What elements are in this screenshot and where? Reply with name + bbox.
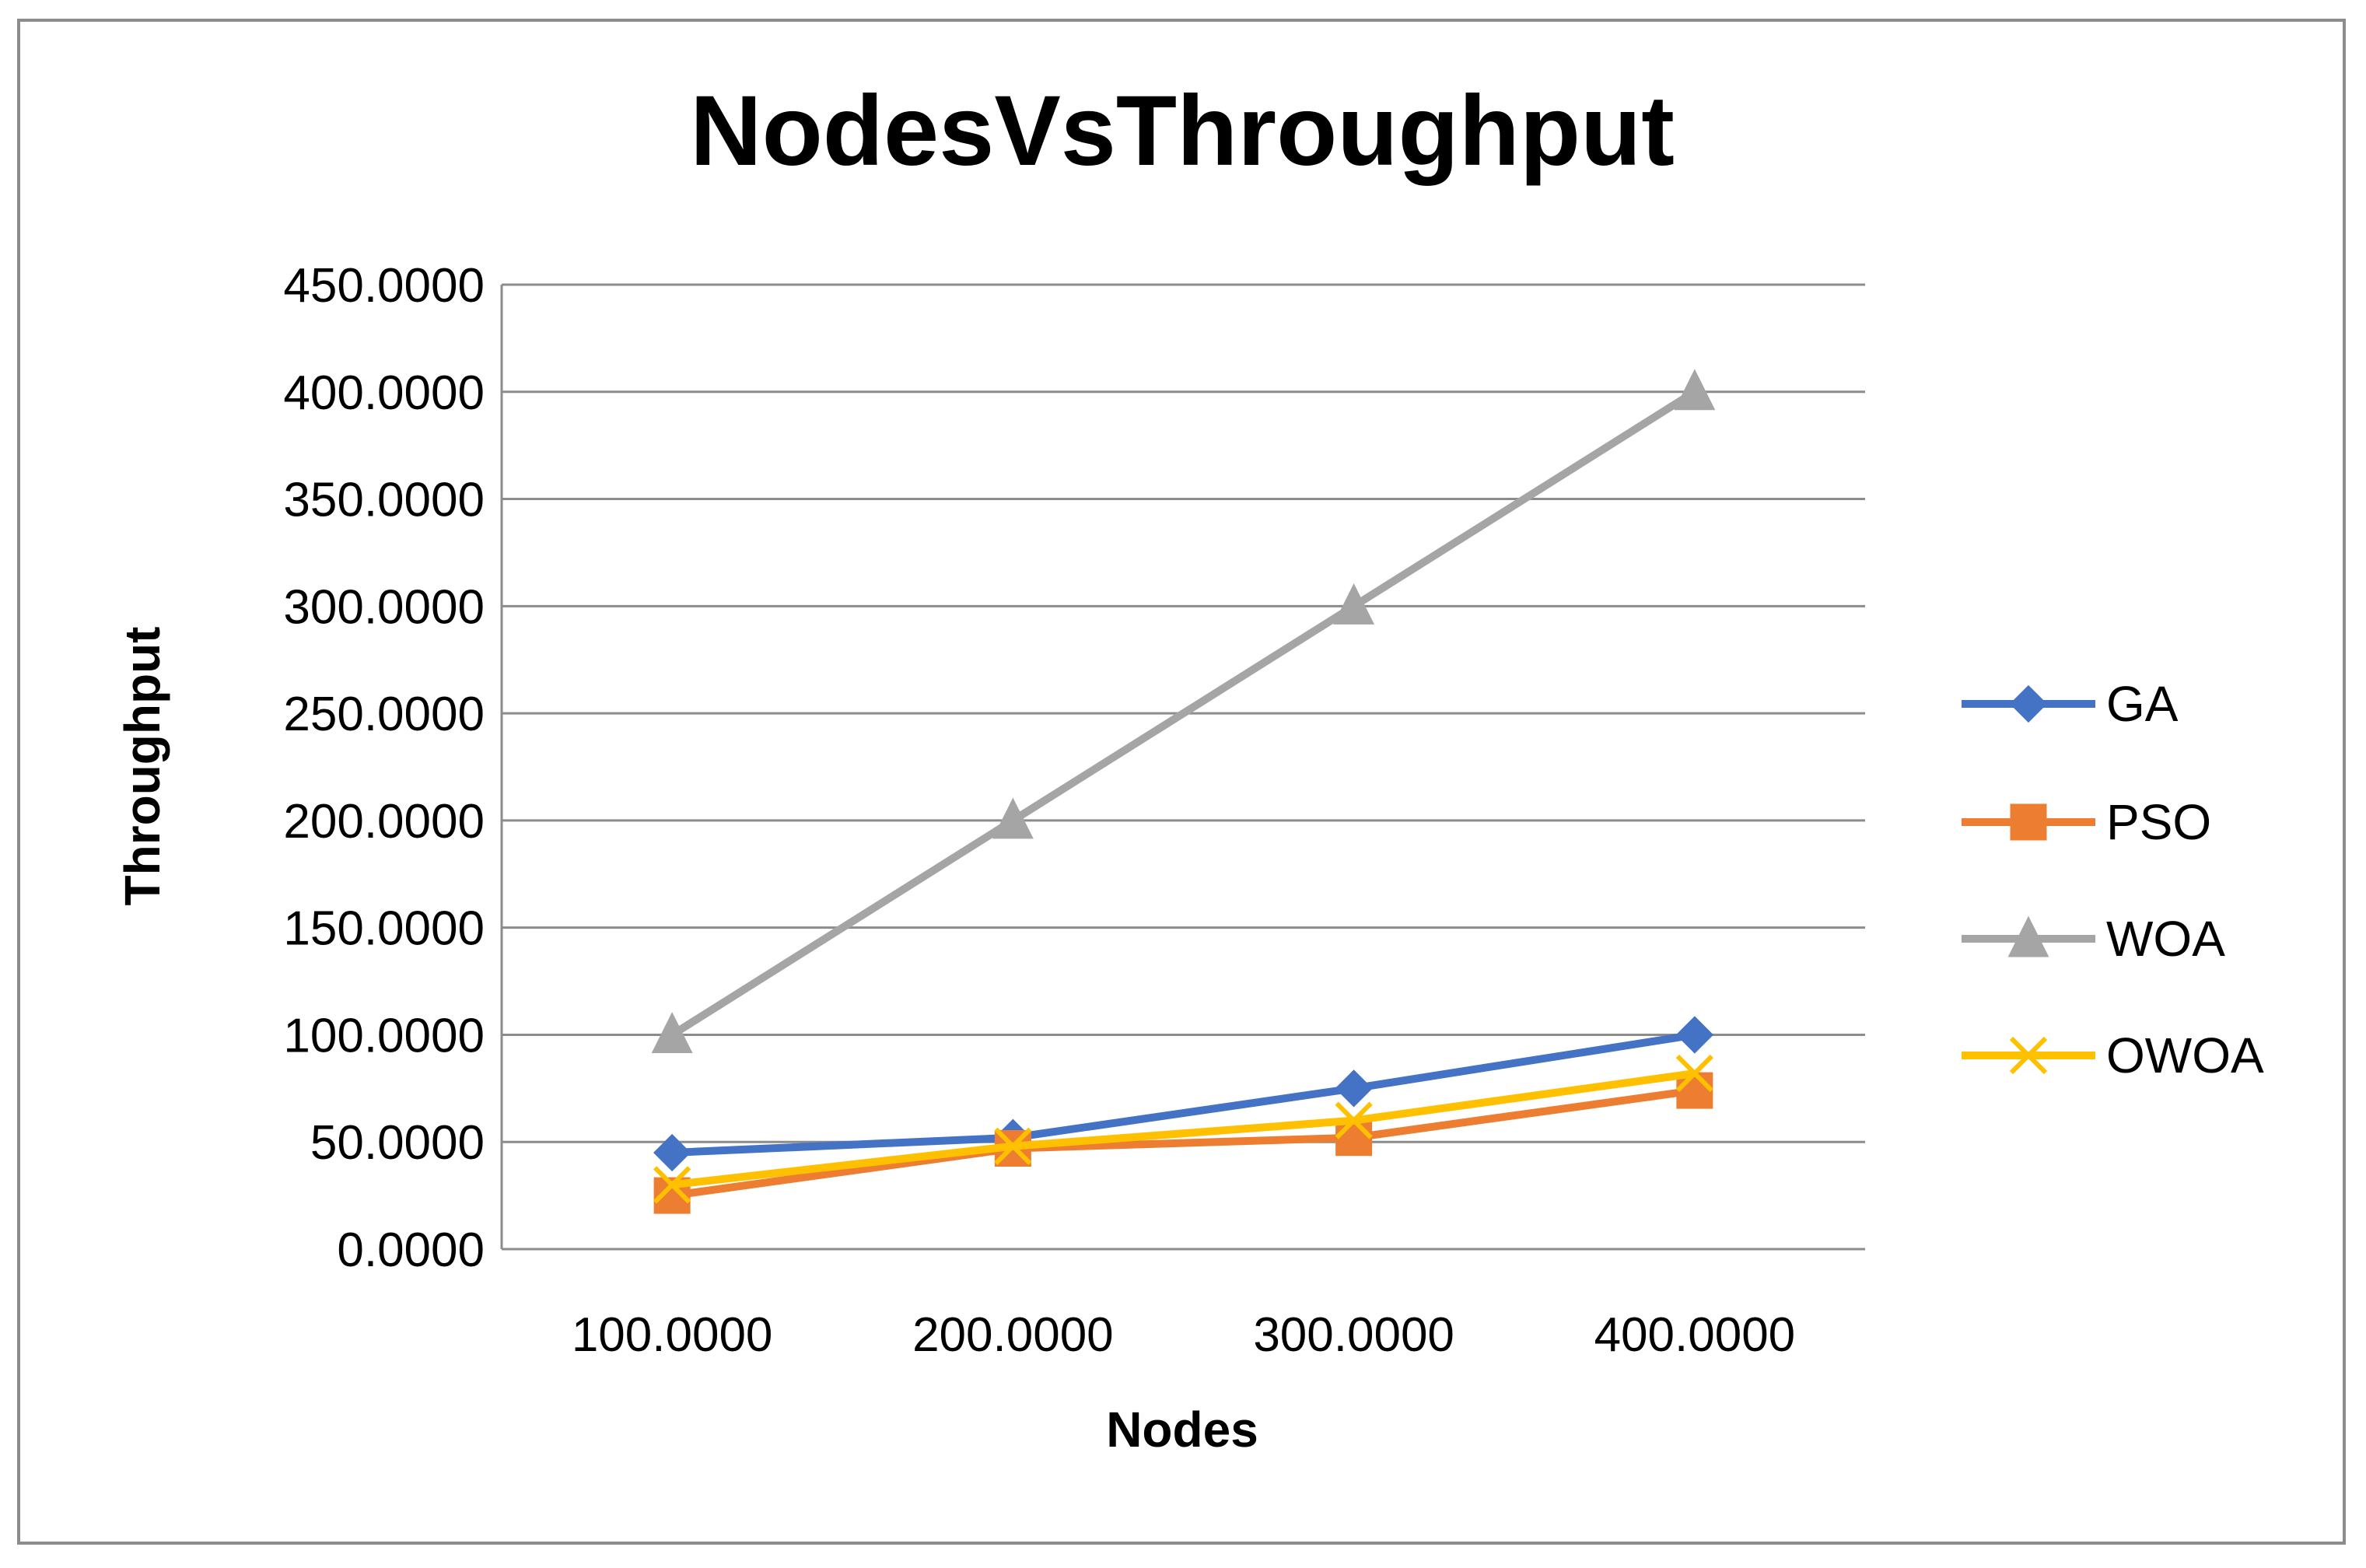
x-tick-label: 100.0000 [572, 1308, 773, 1362]
y-tick-label: 100.0000 [283, 1009, 485, 1062]
data-point-owoa [1675, 1054, 1713, 1093]
legend-item-pso: PSO [1962, 794, 2211, 850]
y-tick-label: 250.0000 [283, 688, 485, 741]
data-point-pso [1335, 1119, 1373, 1157]
y-tick-labels: 0.0000 50.0000 100.0000 150.0000 200.0000 250… [283, 259, 485, 1277]
y-tick-label: 350.0000 [283, 474, 485, 527]
y-tick-label: 50.0000 [310, 1116, 485, 1170]
x-tick-label: 300.0000 [1253, 1308, 1454, 1362]
data-point-woa [1674, 369, 1716, 411]
data-point-woa [1333, 583, 1375, 625]
data-point-owoa [994, 1127, 1032, 1165]
y-tick-label: 200.0000 [283, 795, 485, 849]
legend-marker-owoa [2009, 1036, 2048, 1075]
series-woa [651, 369, 1716, 1053]
x-tick-label: 200.0000 [912, 1308, 1114, 1362]
y-axis-label: Throughput [114, 627, 170, 906]
y-tick-label: 150.0000 [283, 902, 485, 956]
data-point-woa [651, 1012, 693, 1053]
data-point-owoa [653, 1166, 691, 1204]
data-point-ga [1335, 1069, 1373, 1108]
data-point-owoa [1335, 1101, 1373, 1139]
data-point-woa [992, 797, 1034, 839]
series-line-pso [671, 1087, 1696, 1200]
data-point-ga [1675, 1016, 1713, 1054]
legend: GA PSO WOA OWOA [1962, 676, 2264, 1083]
series-group [651, 369, 1716, 1214]
x-tick-label: 400.0000 [1594, 1308, 1796, 1362]
y-tick-label: 450.0000 [283, 259, 485, 313]
legend-marker-woa [2007, 915, 2049, 957]
chart-title: NodesVsThroughput [690, 75, 1675, 187]
legend-label-pso: PSO [2106, 794, 2211, 850]
legend-marker-pso [2010, 803, 2047, 841]
legend-item-woa: WOA [1962, 911, 2225, 967]
series-line-owoa [671, 1069, 1696, 1189]
legend-label-owoa: OWOA [2106, 1027, 2264, 1083]
x-tick-labels: 100.0000 200.0000 300.0000 400.0000 [572, 1308, 1795, 1362]
series-line-woa [670, 388, 1697, 1038]
series-owoa [653, 1054, 1713, 1204]
y-tick-label: 400.0000 [283, 366, 485, 420]
x-axis-label: Nodes [1106, 1402, 1258, 1458]
legend-label-ga: GA [2106, 676, 2179, 732]
series-line-ga [671, 1031, 1696, 1157]
data-point-ga [653, 1133, 691, 1172]
legend-label-woa: WOA [2106, 911, 2225, 967]
legend-item-owoa: OWOA [1962, 1027, 2264, 1083]
y-tick-label: 300.0000 [283, 580, 485, 634]
legend-item-ga: GA [1962, 676, 2179, 732]
chart-frame [17, 19, 2346, 1545]
y-tick-label: 0.0000 [337, 1223, 485, 1277]
legend-marker-ga [2009, 684, 2048, 723]
gridlines [500, 283, 1865, 1251]
